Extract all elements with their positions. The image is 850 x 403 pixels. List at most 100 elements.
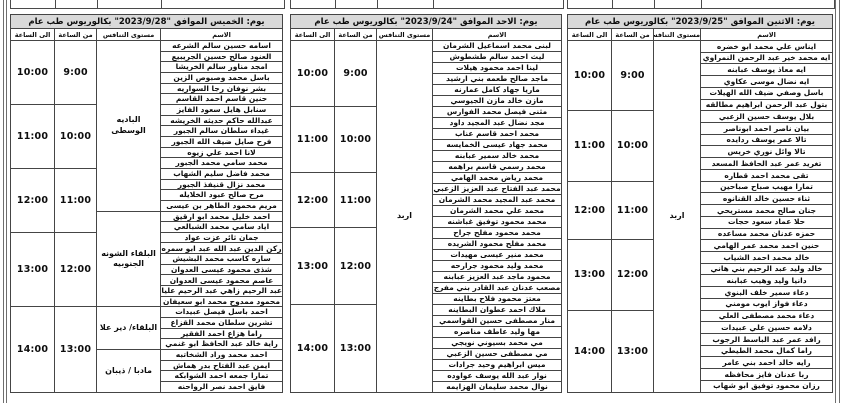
student-name-cell: حنين احمد محمد عمر الهامي	[700, 239, 833, 252]
schedule-row: محمد رياض محمد الهامي 11:00 12:00	[289, 172, 562, 228]
student-name-cell: عاصم محمود عيسى العدوان	[160, 274, 283, 287]
student-name-cell: نوار عبد الله يوسف عواوده	[432, 370, 562, 382]
to-time-cell: 14:00	[289, 304, 336, 393]
schedule-row: احمد باسل فيصل عبيدات البلقاء/ دير علا 13:…	[9, 306, 283, 393]
student-name-cell: محمود ممدوح محمد ابو سعيفان	[160, 295, 283, 308]
student-name-cell: مي محمد بسيوني نويجي	[432, 337, 562, 349]
student-name-cell: تمارا جمعه احمد الشوابكه	[160, 370, 283, 382]
to-time-cell: 11:00	[9, 103, 56, 169]
student-name-cell: مصعب عدنان عبد القادر بني مفرج	[432, 282, 562, 294]
column-header-row: الاسم مستوى التنافس من الساعة الى الساعة	[289, 28, 562, 41]
student-name-cell: دعاء سمير خلف البنوي	[700, 286, 833, 299]
student-name-cell: محمد خالد سمير عبابنه	[432, 150, 562, 162]
column-header-row: الاسم مستوى التنافس من الساعة الى الساعة	[566, 28, 833, 41]
student-name-cell: اياد سامي محمد الشبالعي	[160, 221, 283, 233]
from-time-cell: 13:00	[611, 309, 655, 393]
table-title: يوم: الاثنين الموافق "2023/9/25" بكالوري…	[567, 14, 833, 29]
student-name-cell: محمد رياض محمد الهامي	[432, 172, 562, 184]
student-name-cell: باسل وصفي ضيف الله الهيلات	[700, 86, 833, 100]
schedule-table-grid: يوم: الاحد الموافق "2023/9/24" بكالوريوس…	[289, 14, 562, 393]
column-header-name: الاسم	[160, 28, 283, 41]
student-name-cell: بلال يوسف حسين الزعبي	[700, 110, 833, 124]
student-name-cell: ثناء حسين خالد القنانوه	[700, 192, 833, 206]
student-name-cell: ملاك احمد عطوان البطاينه	[432, 304, 562, 316]
schedule-row: حلا عماد سعود حجات	[568, 215, 833, 229]
student-name-cell: تشرين سلطان محمد القزاع	[160, 317, 283, 329]
student-name-cell: دانيا وليد وهيب عبابنه	[700, 274, 833, 288]
student-name-cell: ماريا جهاد كامل عمارنه	[432, 84, 562, 96]
table-header: يوم: الخميس الموافق "2023/9/28" بكالوريو…	[9, 14, 283, 41]
student-name-cell: لبنى محمد اسماعيل الشرمان	[432, 40, 562, 52]
fragment-divider	[97, 0, 98, 8]
table-body: لبنى محمد اسماعيل الشرمان اربد 9:00 10:00 لي…	[289, 40, 562, 393]
to-time-cell: 10:00	[289, 40, 336, 107]
student-name-cell: باسل محمد وصبوص الزين	[160, 71, 283, 84]
student-name-cell: محمد عبد الفتاح عبد العزيز الزعبي	[432, 183, 562, 195]
student-name-cell: جمان ثائر عزت عواد	[160, 231, 283, 244]
student-name-cell: راية خالد عبد الحافظ ابو غنمي	[160, 338, 283, 351]
student-name-cell: ليث احمد سالم طشطوش	[432, 51, 562, 63]
competition-level-cell: اربد	[653, 40, 702, 393]
student-name-cell: محمد محمود مفلح جراح	[432, 227, 562, 239]
page-right-border-line	[835, 0, 840, 403]
schedule-row: ايناس علي محمد ابو خضره اربد 9:00 10:00	[566, 39, 833, 393]
fragment-divider	[335, 0, 336, 8]
schedule-table-grid: يوم: الخميس الموافق "2023/9/28" بكالوريو…	[9, 14, 283, 393]
student-name-cell: شذى محمود عيسى العدوان	[160, 263, 283, 276]
schedule-row: لبنى محمد اسماعيل الشرمان اربد 9:00 10:00	[289, 40, 562, 393]
student-name-cell: ايه معاذ يوسف عبابنه	[700, 63, 833, 77]
student-name-cell: لينا احمد محمود هيلات	[432, 62, 562, 74]
column-header-level: مستوى التنافس	[376, 28, 434, 41]
competition-level-cell: اربد	[376, 40, 434, 393]
table-title: يوم: الاحد الموافق "2023/9/24" بكالوريوس…	[290, 14, 562, 29]
cropped-table-fragment	[10, 0, 285, 9]
from-time-cell: 9:00	[334, 40, 378, 107]
student-name-cell: تالا وائل نوري خريس	[700, 145, 833, 159]
from-time-cell: 10:00	[334, 106, 378, 173]
student-name-cell: راما كمال محمد الطيطي	[700, 344, 833, 358]
student-name-cell: محمد جهاد عيسى الخمايسه	[432, 139, 562, 151]
student-name-cell: العنود صالح حسين الجريبيع	[160, 50, 283, 63]
column-header-from: من الساعة	[334, 28, 378, 41]
column-header-to: الى الساعة	[9, 28, 56, 41]
from-time-cell: 12:00	[54, 231, 98, 308]
fragment-divider	[701, 0, 702, 8]
table-body: اسامه حسين سالم الشرعه الباديه الوسطى 9:00…	[9, 40, 283, 393]
from-time-cell: 10:00	[611, 110, 655, 182]
schedule-row: محمد فاضل سليم الشهاب 11:00 12:00	[9, 167, 283, 233]
student-name-cell: محمد نزال قنيفذ الجبور	[160, 178, 283, 191]
schedule-table-grid: يوم: الاثنين الموافق "2023/9/25" بكالوري…	[566, 14, 833, 393]
competition-level-cell: البلقاء الشونه الجنوبيه	[96, 210, 162, 308]
student-name-cell: مها وليد عاطف مناصره	[432, 326, 562, 338]
student-name-cell: ساره كاسب محمد البشيش	[160, 253, 283, 265]
competition-level-cell: مادبا / ذيبان	[96, 349, 162, 393]
student-name-cell: بتول عبد الرحمن ابراهيم مطالقه	[700, 98, 833, 112]
fragment-divider	[433, 0, 434, 8]
student-name-cell: جنان صالح محمد مستريحي	[700, 204, 833, 217]
competition-level-cell: البلقاء/ دير علا	[96, 306, 162, 351]
student-name-cell: محمد رسمي قاسم براهمه	[432, 161, 562, 173]
student-name-cell: ايمن عبد الفتاح بدر هماش	[160, 359, 283, 372]
to-time-cell: 11:00	[289, 106, 336, 173]
schedule-table-monday: يوم: الاثنين الموافق "2023/9/25" بكالوري…	[566, 14, 833, 393]
table-header: يوم: الاحد الموافق "2023/9/24" بكالوريوس…	[289, 14, 562, 41]
to-time-cell: 14:00	[566, 309, 613, 393]
from-time-cell: 11:00	[334, 172, 378, 228]
student-name-cell: محمد فاضل سليم الشهاب	[160, 167, 283, 180]
student-name-cell: دعاء فواز ايوب مومني	[700, 297, 833, 311]
fragment-divider	[612, 0, 613, 8]
title-row: يوم: الخميس الموافق "2023/9/28" بكالوريو…	[10, 14, 283, 29]
schedule-row: دعاء محمد مصطفى العلي 13:00 14:00	[566, 309, 833, 393]
schedule-row: رزان محمود توفيق ابو شهاب	[568, 379, 833, 393]
student-name-cell: محمد علي محمد الشرمان	[432, 205, 562, 217]
schedule-row: محمد محمود مفلح جراح 12:00 13:00	[289, 227, 562, 305]
student-name-cell: ايه نضال موسى عكاوي	[700, 75, 833, 88]
title-row: يوم: الاثنين الموافق "2023/9/25" بكالوري…	[567, 14, 833, 29]
schedule-row: احمد محمد وراد الشخاتبه مادبا / ذيبان	[11, 349, 283, 393]
table-title: يوم: الخميس الموافق "2023/9/28" بكالوريو…	[10, 14, 283, 29]
competition-level-cell: الباديه الوسطى	[96, 40, 162, 212]
student-name-cell: محمد سامي محمد الجبور	[160, 157, 283, 169]
student-name-cell: مازن خالد مازن الجيوسي	[432, 95, 562, 107]
student-name-cell: حمزه عدنان محمد مساعده	[700, 227, 833, 241]
